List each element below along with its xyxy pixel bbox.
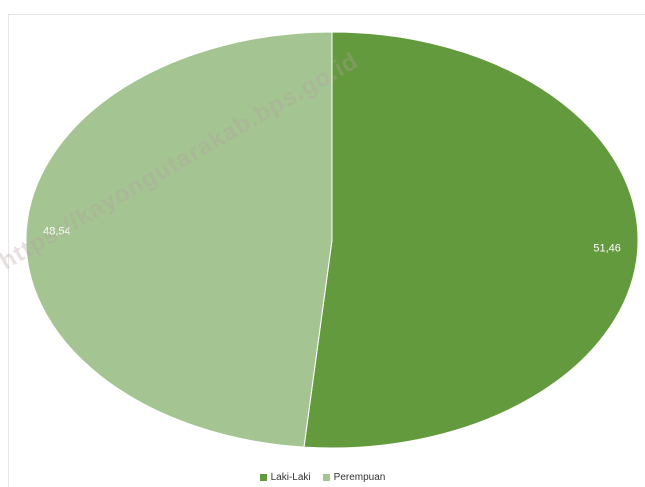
legend-label-laki-laki: Laki-Laki: [270, 472, 311, 483]
legend-item-perempuan: Perempuan: [322, 472, 386, 483]
legend-swatch-perempuan: [322, 474, 330, 481]
legend-item-laki-laki: Laki-Laki: [259, 472, 311, 483]
data-label-perempuan: 48,54: [43, 225, 71, 237]
data-label-laki-laki: 51,46: [593, 242, 621, 254]
pie-slice-laki-laki: [303, 31, 639, 449]
legend-swatch-laki-laki: [259, 474, 267, 481]
chart-legend: Laki-Laki Perempuan: [0, 472, 645, 483]
legend-label-perempuan: Perempuan: [333, 472, 386, 483]
pie-slice-perempuan: [25, 31, 333, 448]
frame-border-left: [8, 14, 9, 487]
frame-border-top: [8, 14, 645, 15]
